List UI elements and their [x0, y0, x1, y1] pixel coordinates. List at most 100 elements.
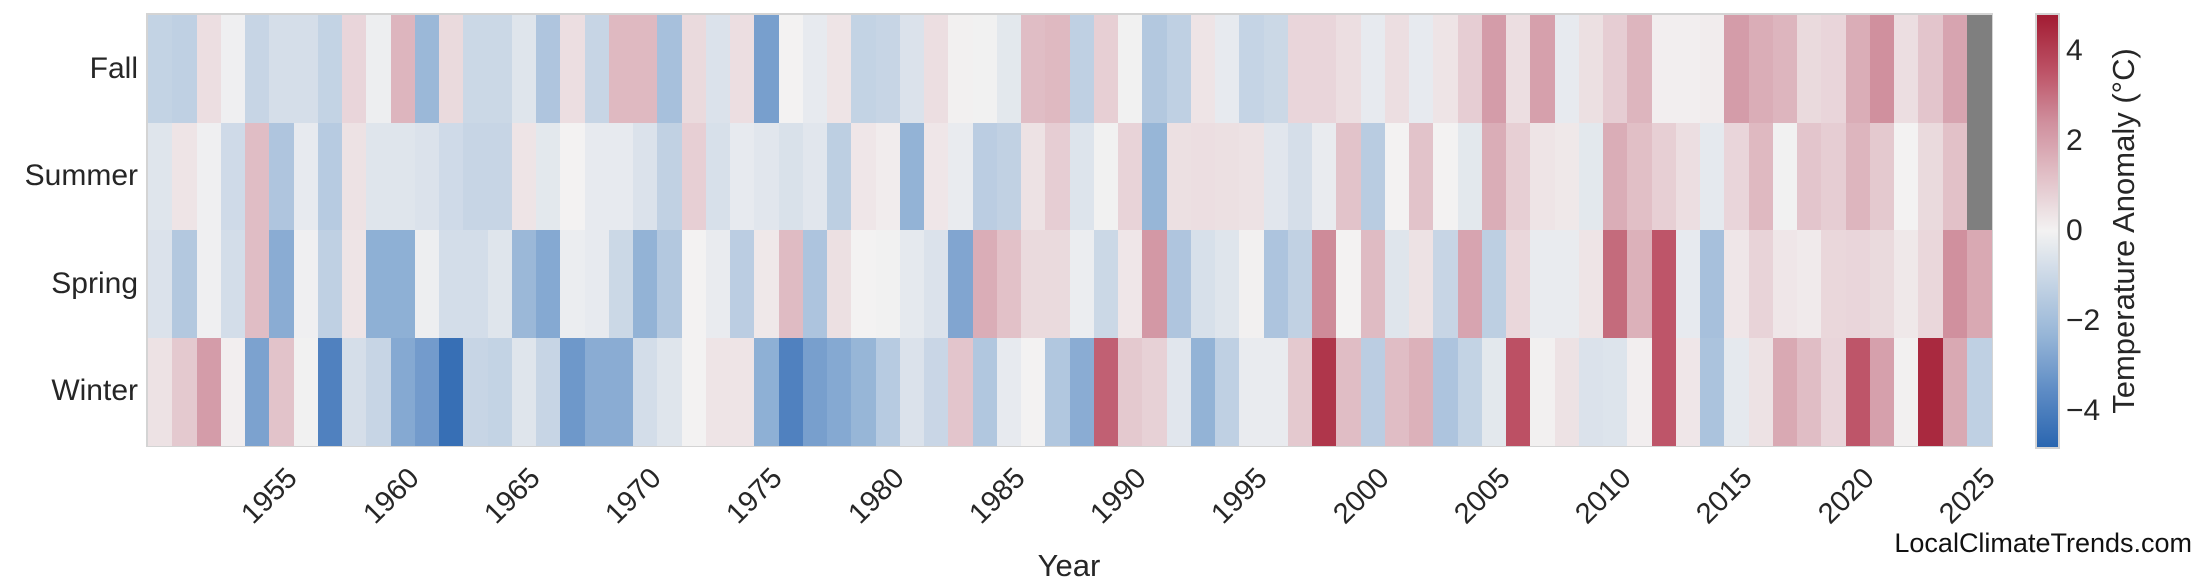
- heatmap-cell: [827, 230, 852, 339]
- heatmap-cell: [560, 15, 586, 124]
- heatmap-cell: [463, 337, 489, 446]
- heatmap-cell: [1263, 122, 1289, 231]
- colorbar-title: Temperature Anomaly (°C): [2106, 48, 2141, 414]
- heatmap-cell: [1142, 15, 1168, 124]
- heatmap-cell: [172, 122, 198, 231]
- heatmap-cell: [1093, 337, 1119, 446]
- heatmap-cell: [1433, 15, 1459, 124]
- heatmap-cell: [1797, 122, 1822, 231]
- heatmap-cell: [463, 122, 489, 231]
- heatmap-cell: [1045, 337, 1071, 446]
- heatmap-cell: [1093, 122, 1119, 231]
- heatmap-cell: [487, 15, 513, 124]
- x-tick-label: 1955: [235, 462, 305, 531]
- heatmap-cell: [1554, 15, 1580, 124]
- heatmap-cell: [584, 337, 610, 446]
- heatmap-cell: [996, 230, 1022, 339]
- heatmap-cell: [1578, 15, 1604, 124]
- heatmap-cell: [1215, 122, 1240, 231]
- heatmap-cell: [172, 230, 198, 339]
- heatmap-cell: [875, 230, 901, 339]
- heatmap-cell: [1845, 122, 1871, 231]
- x-tick-label: 1960: [357, 462, 426, 531]
- heatmap-cell: [1384, 122, 1410, 231]
- y-tick-label-summer: Summer: [24, 159, 138, 193]
- heatmap-cell: [536, 15, 561, 124]
- heatmap-cell: [390, 230, 416, 339]
- heatmap-cell: [1045, 122, 1071, 231]
- heatmap-cell: [1651, 337, 1677, 446]
- heatmap-cell: [1239, 337, 1265, 446]
- heatmap-cell: [560, 122, 586, 231]
- colorbar-tick-label: 0: [2066, 214, 2083, 247]
- heatmap-cell: [681, 15, 707, 124]
- heatmap-cell: [1457, 337, 1483, 446]
- heatmap-cell: [899, 230, 925, 339]
- heatmap-cell: [511, 15, 537, 124]
- heatmap-cell: [754, 15, 780, 124]
- heatmap-cell: [948, 15, 974, 124]
- colorbar-tick-label: 2: [2066, 124, 2083, 157]
- heatmap-cell: [366, 230, 392, 339]
- heatmap-cell: [1724, 122, 1750, 231]
- heatmap-cell: [1409, 15, 1434, 124]
- heatmap-cell: [1506, 122, 1531, 231]
- heatmap-cell: [1821, 122, 1847, 231]
- heatmap-cell: [1118, 15, 1143, 124]
- heatmap-cell: [1651, 230, 1677, 339]
- heatmap-cell: [1457, 230, 1483, 339]
- heatmap-cell: [827, 122, 852, 231]
- heatmap-cell: [754, 230, 780, 339]
- heatmap-cell: [1118, 230, 1143, 339]
- heatmap-cell: [342, 337, 367, 446]
- heatmap-cell: [1021, 15, 1046, 124]
- heatmap-cell: [972, 122, 998, 231]
- heatmap-cell: [1045, 230, 1071, 339]
- heatmap-cell: [1312, 122, 1337, 231]
- heatmap-cell: [269, 337, 295, 446]
- heatmap-cell: [608, 15, 634, 124]
- heatmap-cell: [414, 230, 440, 339]
- heatmap-cell: [875, 15, 901, 124]
- heatmap-cell: [148, 122, 173, 231]
- heatmap-cell: [196, 337, 222, 446]
- heatmap-cell: [148, 337, 173, 446]
- heatmap-cell: [1942, 15, 1968, 124]
- heatmap-cell: [1869, 122, 1895, 231]
- x-tick-label: 2015: [1690, 462, 1760, 531]
- heatmap-cell: [1433, 230, 1459, 339]
- colorbar-tick-label: −2: [2066, 304, 2101, 337]
- x-tick-label: 2010: [1569, 462, 1638, 531]
- heatmap-cell: [1821, 230, 1847, 339]
- heatmap-cell: [730, 230, 755, 339]
- heatmap-cell: [1433, 337, 1459, 446]
- heatmap-cell: [657, 15, 683, 124]
- x-tick-label: 1985: [963, 462, 1032, 531]
- heatmap-cell: [1506, 230, 1531, 339]
- heatmap-cell: [1215, 15, 1240, 124]
- heatmap-cell: [1118, 122, 1143, 231]
- heatmap-cell: [851, 15, 877, 124]
- heatmap-cell: [924, 15, 949, 124]
- heatmap-cell: [827, 337, 852, 446]
- heatmap-cell: [1530, 230, 1556, 339]
- heatmap-cell: [875, 122, 901, 231]
- x-tick-label: 2020: [1812, 462, 1881, 531]
- heatmap-cell: [1918, 122, 1944, 231]
- heatmap-cell: [851, 337, 877, 446]
- heatmap-cell: [1724, 15, 1750, 124]
- heatmap-cell: [1554, 230, 1580, 339]
- heatmap-cell: [1578, 122, 1604, 231]
- heatmap-cell: [1603, 15, 1628, 124]
- heatmap-cell: [1772, 230, 1798, 339]
- heatmap-cell: [1287, 337, 1313, 446]
- heatmap-cell: [293, 15, 319, 124]
- heatmap-cell: [1118, 337, 1143, 446]
- heatmap-cell: [1530, 122, 1556, 231]
- heatmap-cell: [1142, 230, 1168, 339]
- heatmap-cell: [1748, 15, 1774, 124]
- heatmap-cell: [924, 337, 949, 446]
- colorbar-tick-label: 4: [2066, 34, 2083, 67]
- heatmap-cell: [1869, 337, 1895, 446]
